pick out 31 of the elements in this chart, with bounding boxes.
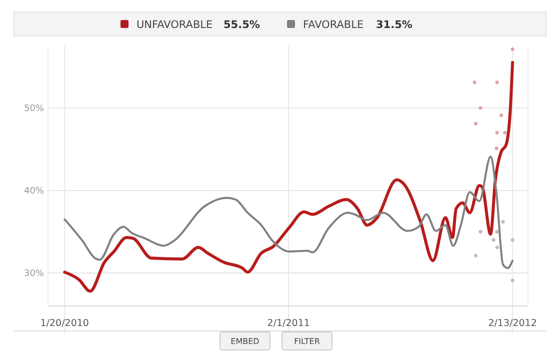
x-tick-label: 2/13/2012: [488, 318, 537, 329]
y-tick-label: 30%: [24, 269, 44, 280]
line-series: [64, 156, 514, 270]
line-series: [63, 61, 514, 293]
point: [510, 278, 514, 282]
point: [501, 220, 505, 224]
point: [494, 146, 498, 150]
point: [474, 122, 478, 126]
point: [499, 114, 504, 118]
point: [495, 230, 499, 234]
legend-label: UNFAVORABLE: [136, 19, 213, 31]
point: [495, 130, 499, 134]
point: [510, 48, 514, 52]
point: [495, 80, 499, 84]
point: [478, 230, 482, 234]
point: [478, 106, 482, 110]
x-tick-label: 2/1/2011: [267, 318, 310, 329]
point: [510, 238, 514, 242]
point: [495, 246, 499, 250]
point: [492, 238, 496, 242]
text: 31.5%: [376, 19, 413, 31]
y-tick-label: 50%: [24, 104, 44, 114]
y-tick-label: 40%: [24, 186, 44, 197]
x-tick-label: 1/20/2010: [40, 318, 89, 329]
legend-label: FAVORABLE: [303, 19, 364, 31]
button: FILTER: [282, 332, 332, 350]
point: [503, 130, 507, 134]
point: [474, 254, 478, 258]
text: 55.5%: [224, 19, 260, 31]
point: [472, 80, 476, 84]
button: EMBED: [220, 332, 270, 350]
